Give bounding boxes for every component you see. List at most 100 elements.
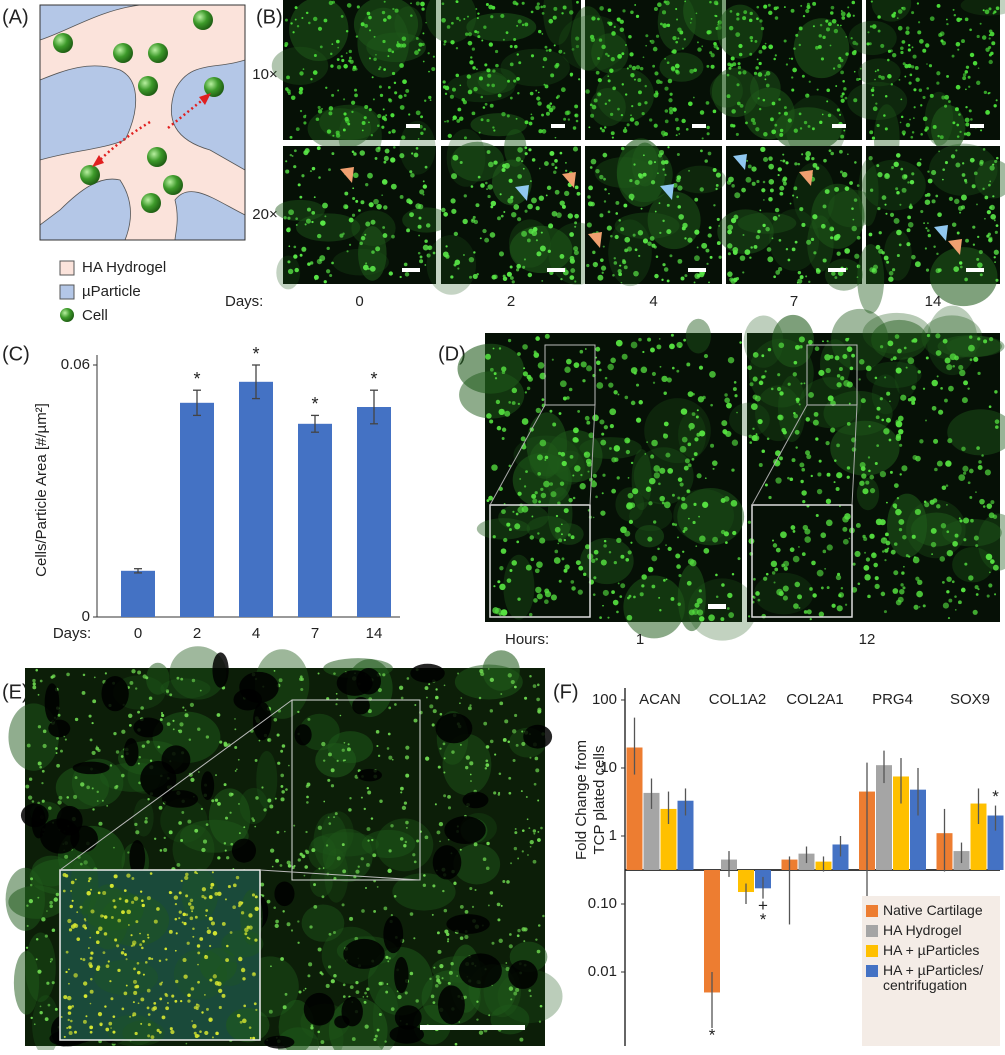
cell-dot (961, 446, 966, 452)
cell-dot (514, 831, 518, 835)
cell-dot (988, 405, 992, 409)
cell-dot (517, 597, 521, 601)
cell-dot (175, 932, 178, 935)
cell-dot (158, 1030, 162, 1034)
cell-dot (464, 934, 469, 940)
tissue-blotch (952, 547, 994, 583)
cell-dot (707, 233, 712, 238)
cell-dot (475, 68, 478, 71)
cell-dot (89, 738, 93, 742)
cell-dot (729, 277, 734, 282)
cell-dot (443, 794, 447, 798)
cell-dot (884, 559, 887, 562)
cell-dot (37, 969, 42, 974)
cell-dot (825, 19, 829, 23)
cell-dot (948, 100, 951, 103)
cell-dot (133, 990, 138, 995)
tissue-blotch (504, 128, 527, 167)
cell-dot (190, 987, 195, 991)
dark-particle (394, 1005, 422, 1030)
cell-dot (971, 184, 976, 189)
cell-dot (184, 709, 187, 712)
x-tick-label: 12 (859, 631, 876, 648)
cell-dot (153, 1001, 157, 1005)
tissue-blotch (755, 385, 802, 442)
cell-dot (495, 63, 499, 68)
cell-dot (584, 348, 587, 350)
cell-dot (91, 750, 96, 756)
cell-dot (797, 162, 801, 166)
cell-dot (982, 505, 986, 508)
cell-dot (371, 76, 374, 79)
x-tick-label: 2 (193, 625, 201, 642)
cell-dot (696, 597, 703, 604)
dark-particle (294, 724, 312, 746)
cell-dot (799, 462, 805, 468)
cell-dot (880, 75, 885, 80)
cell-dot (752, 121, 757, 125)
cell-dot (511, 387, 518, 394)
cell-dot (805, 450, 811, 456)
cell-dot (612, 86, 616, 91)
cell-dot (133, 896, 139, 901)
cell-dot (516, 24, 519, 27)
cell-dot (924, 128, 928, 132)
cell-dot (583, 572, 587, 577)
cell-dot (684, 274, 688, 278)
cell-dot (178, 917, 181, 920)
cell-dot (800, 346, 803, 348)
cell-dot (501, 509, 506, 515)
cell-dot (905, 122, 911, 128)
tissue-blotch (589, 87, 626, 127)
cell-dot (282, 910, 285, 913)
cell (193, 10, 213, 30)
tissue-blotch (394, 6, 423, 43)
cell-dot (858, 78, 861, 81)
cell-dot (839, 58, 844, 63)
cell-dot (308, 21, 311, 25)
cell-dot (102, 890, 107, 895)
cell-dot (134, 822, 138, 827)
cell-dot (840, 98, 845, 103)
cell-dot (638, 90, 642, 95)
cell-dot (580, 473, 583, 477)
cell-dot (534, 491, 538, 495)
cell-dot (451, 21, 454, 25)
cell-dot (436, 830, 441, 835)
cell-dot (28, 777, 33, 781)
cell-dot (109, 764, 113, 767)
cell-dot (159, 849, 163, 852)
cell-dot (722, 429, 728, 435)
cell-dot (620, 583, 626, 589)
cell-dot (677, 27, 682, 32)
tissue-blotch (366, 32, 426, 63)
cell-dot (727, 271, 733, 277)
cell-dot (530, 116, 535, 121)
cell-dot (455, 47, 459, 50)
cell-dot (112, 1030, 116, 1034)
cell-dot (493, 274, 498, 280)
cell-dot (812, 419, 819, 426)
cell-dot (149, 872, 153, 875)
cell-dot (874, 376, 878, 380)
cell-dot (956, 17, 961, 23)
cell-dot (918, 606, 921, 608)
cell-dot (915, 77, 920, 82)
cell-dot (459, 743, 462, 746)
cell-dot (447, 133, 452, 139)
cell-dot (312, 16, 318, 22)
cell-dot (633, 595, 636, 599)
cell-dot (413, 860, 417, 864)
cell-dot (851, 50, 857, 56)
cell-dot (56, 763, 60, 768)
cell-dot (946, 504, 948, 506)
cell-dot (647, 536, 653, 542)
cell-dot (770, 560, 778, 568)
cell-dot (879, 470, 887, 478)
cell-dot (617, 393, 620, 396)
schematic: HA Hydrogel µParticle Cell (39, 4, 246, 324)
cell-dot (146, 896, 151, 901)
cell-dot (331, 93, 335, 97)
cell-dot (770, 117, 774, 122)
cell-dot (868, 42, 872, 46)
